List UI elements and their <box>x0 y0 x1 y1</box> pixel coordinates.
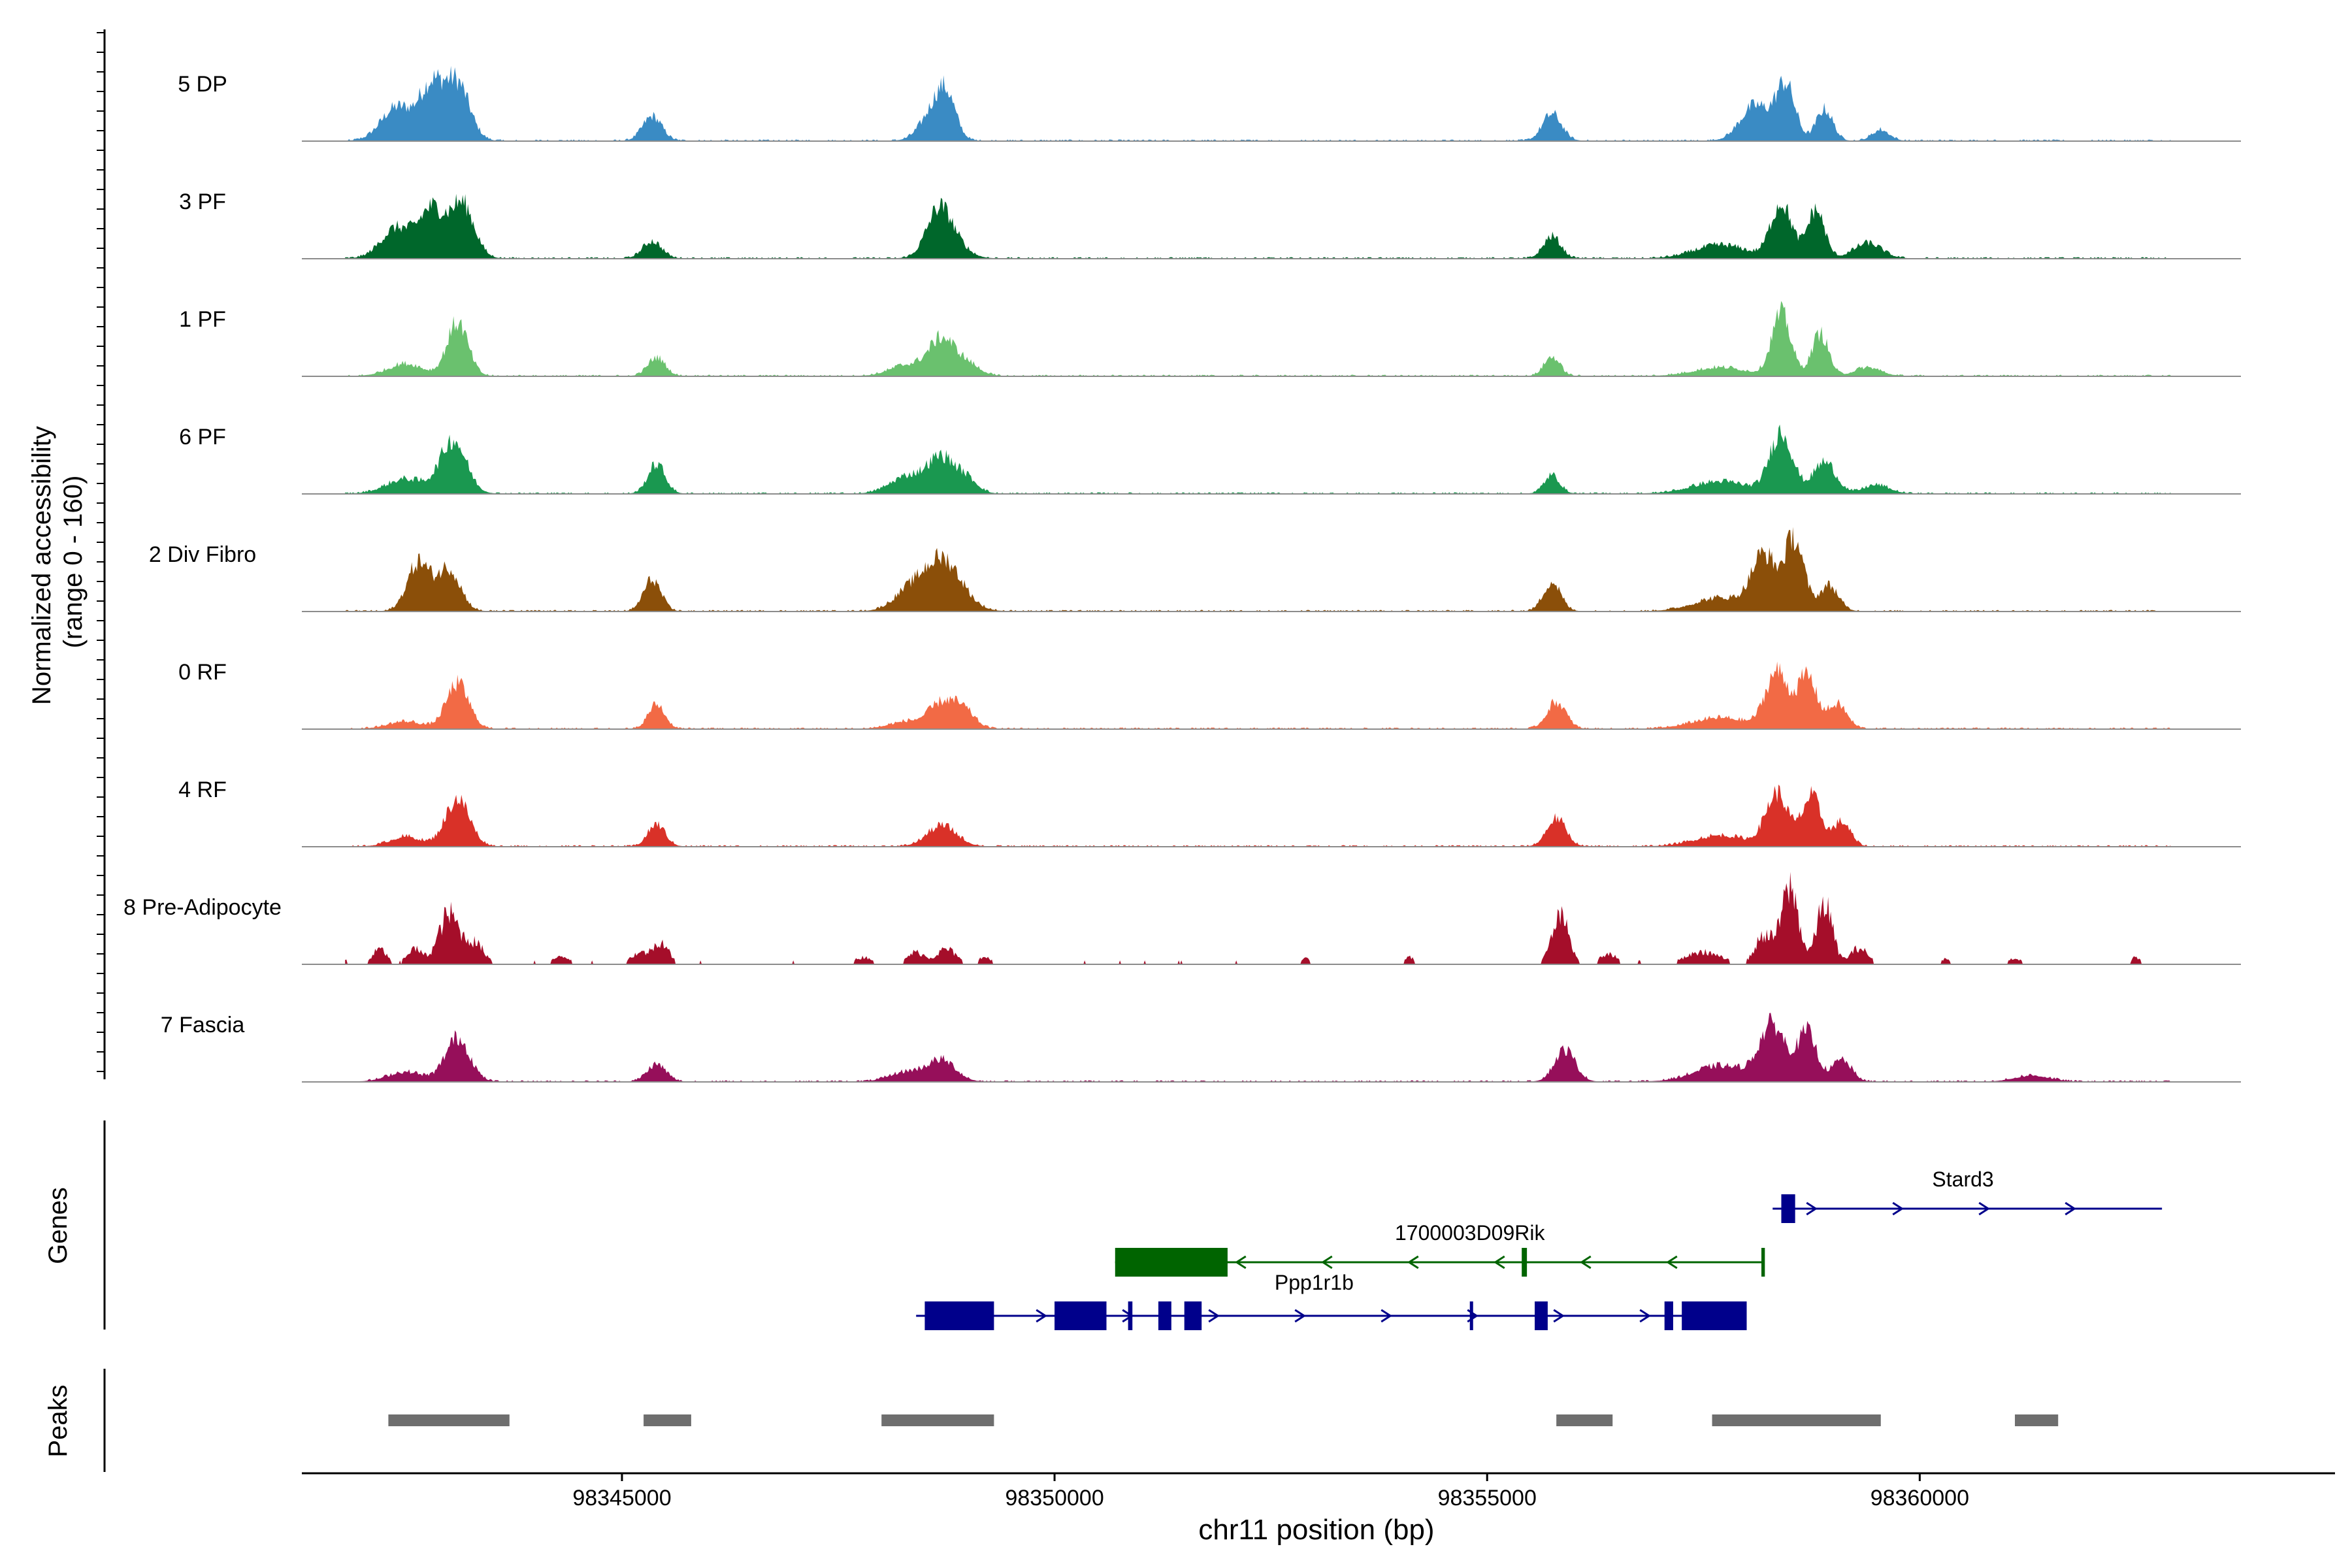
coverage-area <box>345 65 2171 141</box>
strand-arrow <box>2065 1201 2077 1216</box>
exon <box>1664 1301 1673 1330</box>
strand-arrow <box>1321 1255 1333 1269</box>
track-0-rf: 0 RF <box>178 660 2241 730</box>
track-label: 7 Fascia <box>161 1013 245 1037</box>
track-label: 5 DP <box>178 72 227 97</box>
strand-arrow <box>1036 1309 1047 1323</box>
strand-arrow <box>1978 1201 1991 1216</box>
gene-stard3: Stard3 <box>1772 1168 2163 1223</box>
x-tick-label: 98345000 <box>572 1486 671 1511</box>
track-7-fascia: 7 Fascia <box>161 1013 2241 1083</box>
exon <box>924 1301 994 1330</box>
coverage-area <box>345 872 2171 964</box>
strand-arrow <box>1494 1255 1505 1269</box>
genes-label: Genes <box>44 1187 73 1264</box>
exon <box>1522 1248 1527 1277</box>
x-axis-ticks: 98345000 98350000 98355000 98360000 <box>572 1473 1969 1511</box>
exon <box>1682 1301 1747 1330</box>
y-axis-label: Normalized accessibility (range 0 - 160) <box>27 419 88 705</box>
track-2-div-fibro: 2 Div Fibro <box>149 527 2241 612</box>
exon <box>1535 1301 1548 1330</box>
exon <box>1184 1301 1202 1330</box>
peak-region <box>881 1414 994 1426</box>
coverage-area <box>345 1013 2171 1082</box>
strand-arrow <box>1553 1309 1565 1323</box>
x-tick-label: 98355000 <box>1438 1486 1537 1511</box>
gene-ppp1r1b: Ppp1r1b <box>916 1271 1747 1330</box>
exon <box>1469 1301 1473 1330</box>
peak-region <box>388 1414 510 1426</box>
y-axis-label-line2: (range 0 - 160) <box>59 476 88 649</box>
strand-arrow <box>1407 1255 1419 1269</box>
coverage-tracks: 5 DP 3 PF 1 PF 6 PF 2 Div Fibro 0 RF 4 RF 8 Pre… <box>123 65 2241 1083</box>
x-axis-label: chr11 position (bp) <box>1198 1514 1434 1546</box>
exon <box>1128 1301 1133 1330</box>
strand-arrow <box>1380 1309 1392 1323</box>
gene-1700003d09rik: 1700003D09Rik <box>1115 1221 1765 1277</box>
coverage-area <box>345 424 2171 494</box>
track-label: 1 PF <box>179 307 226 332</box>
strand-arrow <box>1235 1255 1247 1269</box>
coverage-area <box>345 784 2171 847</box>
track-6-pf: 6 PF <box>179 424 2241 495</box>
track-label: 3 PF <box>179 189 226 214</box>
strand-arrow <box>1806 1201 1818 1216</box>
track-label: 6 PF <box>179 425 226 449</box>
peak-region <box>644 1414 691 1426</box>
strand-arrow <box>1208 1309 1220 1323</box>
peak-region <box>1712 1414 1881 1426</box>
x-tick-label: 98350000 <box>1005 1486 1103 1511</box>
peak-region <box>1556 1414 1613 1426</box>
strand-arrow <box>1580 1255 1592 1269</box>
strand-arrow <box>1294 1309 1306 1323</box>
track-label: 4 RF <box>178 777 227 802</box>
track-label: 2 Div Fibro <box>149 542 256 567</box>
track-5-dp: 5 DP <box>178 65 2241 142</box>
exon <box>1115 1248 1228 1277</box>
exon <box>1761 1248 1765 1277</box>
gene-annotations: Stard3 1700003D09Rik Ppp1r1b <box>916 1168 2163 1330</box>
gene-label: Stard3 <box>1932 1168 1993 1191</box>
peak-region <box>2015 1414 2059 1426</box>
strand-arrow <box>1639 1309 1651 1323</box>
coverage-area <box>345 527 2171 612</box>
y-axis-label-line1: Normalized accessibility <box>27 426 56 705</box>
track-y-axis-ticks <box>97 32 105 1072</box>
track-1-pf: 1 PF <box>179 301 2241 377</box>
track-4-rf: 4 RF <box>178 777 2241 847</box>
peak-regions <box>388 1414 2059 1426</box>
strand-arrow <box>1666 1255 1678 1269</box>
x-tick-label: 98360000 <box>1870 1486 1969 1511</box>
coverage-area <box>345 301 2171 376</box>
exon <box>1781 1194 1795 1223</box>
strand-arrow <box>1892 1201 1904 1216</box>
coverage-area <box>345 193 2171 259</box>
gene-label: Ppp1r1b <box>1275 1271 1354 1294</box>
peaks-label: Peaks <box>44 1384 73 1457</box>
track-label: 8 Pre-Adipocyte <box>123 895 282 920</box>
exon <box>1054 1301 1107 1330</box>
track-3-pf: 3 PF <box>179 189 2241 259</box>
exon <box>1158 1301 1171 1330</box>
track-label: 0 RF <box>178 660 227 685</box>
gene-label: 1700003D09Rik <box>1395 1221 1546 1245</box>
track-8-pre-adipocyte: 8 Pre-Adipocyte <box>123 872 2241 965</box>
coverage-area <box>345 661 2171 729</box>
